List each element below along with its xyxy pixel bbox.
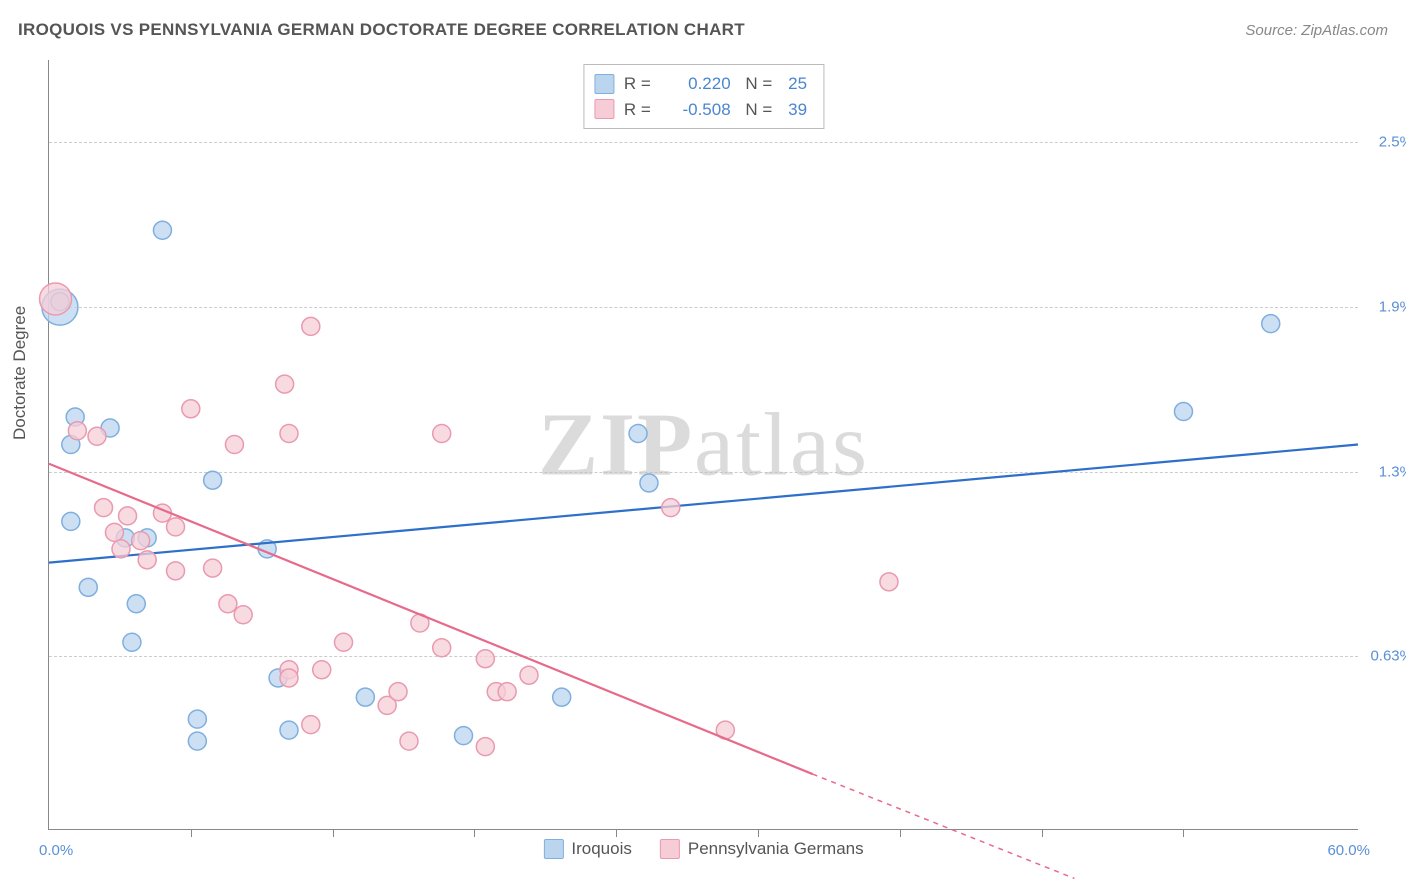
trend-line — [49, 464, 813, 774]
x-tick — [191, 829, 192, 837]
r-label: R = — [624, 97, 656, 123]
scatter-point — [629, 425, 647, 443]
y-tick-label: 1.9% — [1379, 299, 1406, 316]
scatter-point — [112, 540, 130, 558]
x-tick — [616, 829, 617, 837]
scatter-point — [280, 425, 298, 443]
x-tick — [333, 829, 334, 837]
scatter-point — [476, 650, 494, 668]
scatter-point — [640, 474, 658, 492]
scatter-point — [280, 669, 298, 687]
y-axis-label: Doctorate Degree — [10, 306, 30, 440]
scatter-point — [553, 688, 571, 706]
r-value-pagerman: -0.508 — [661, 97, 731, 123]
scatter-point — [455, 727, 473, 745]
scatter-point — [225, 436, 243, 454]
scatter-point — [79, 578, 97, 596]
scatter-point — [204, 559, 222, 577]
r-value-iroquois: 0.220 — [661, 71, 731, 97]
swatch-pagerman-icon — [660, 839, 680, 859]
swatch-iroquois-icon — [543, 839, 563, 859]
x-tick — [758, 829, 759, 837]
scatter-point — [662, 499, 680, 517]
scatter-point — [1262, 315, 1280, 333]
n-value-iroquois: 25 — [777, 71, 807, 97]
scatter-point — [153, 221, 171, 239]
legend-stats: R = 0.220 N = 25 R = -0.508 N = 39 — [583, 64, 824, 129]
scatter-point — [95, 499, 113, 517]
scatter-point — [400, 732, 418, 750]
plot-area: ZIPatlas R = 0.220 N = 25 R = -0.508 N =… — [48, 60, 1358, 830]
scatter-point — [302, 716, 320, 734]
scatter-point — [234, 606, 252, 624]
scatter-point — [280, 721, 298, 739]
chart-title: IROQUOIS VS PENNSYLVANIA GERMAN DOCTORAT… — [18, 20, 745, 40]
legend-item-pagerman: Pennsylvania Germans — [660, 839, 864, 859]
source-attribution: Source: ZipAtlas.com — [1245, 22, 1388, 39]
trend-line-dashed — [813, 774, 1075, 878]
scatter-point — [127, 595, 145, 613]
n-label: N = — [745, 97, 772, 123]
scatter-point — [476, 738, 494, 756]
scatter-point — [276, 375, 294, 393]
scatter-point — [62, 512, 80, 530]
x-tick — [900, 829, 901, 837]
legend-item-iroquois: Iroquois — [543, 839, 631, 859]
r-label: R = — [624, 71, 656, 97]
trend-line — [49, 445, 1358, 563]
scatter-point — [188, 732, 206, 750]
scatter-point — [138, 551, 156, 569]
scatter-point — [119, 507, 137, 525]
scatter-point — [335, 633, 353, 651]
y-tick-label: 2.5% — [1379, 134, 1406, 151]
scatter-point — [188, 710, 206, 728]
scatter-point — [219, 595, 237, 613]
x-tick — [1183, 829, 1184, 837]
x-axis-min-label: 0.0% — [39, 842, 73, 859]
x-axis-max-label: 60.0% — [1327, 842, 1370, 859]
scatter-point — [356, 688, 374, 706]
scatter-point — [880, 573, 898, 591]
x-tick — [474, 829, 475, 837]
scatter-point — [433, 639, 451, 657]
scatter-point — [132, 532, 150, 550]
scatter-point — [389, 683, 407, 701]
scatter-point — [167, 562, 185, 580]
swatch-pagerman — [594, 99, 614, 119]
legend-label-iroquois: Iroquois — [571, 839, 631, 859]
y-tick-label: 1.3% — [1379, 463, 1406, 480]
legend-row-pagerman: R = -0.508 N = 39 — [594, 97, 807, 123]
scatter-point — [68, 422, 86, 440]
n-label: N = — [745, 71, 772, 97]
scatter-point — [123, 633, 141, 651]
scatter-point — [88, 427, 106, 445]
source-link[interactable]: ZipAtlas.com — [1301, 22, 1388, 39]
scatter-point — [433, 425, 451, 443]
scatter-point — [40, 283, 72, 315]
swatch-iroquois — [594, 74, 614, 94]
scatter-point — [204, 471, 222, 489]
scatter-point — [167, 518, 185, 536]
x-tick — [1042, 829, 1043, 837]
source-prefix: Source: — [1245, 22, 1301, 39]
legend-series: Iroquois Pennsylvania Germans — [543, 839, 863, 859]
y-tick-label: 0.63% — [1370, 647, 1406, 664]
scatter-point — [520, 666, 538, 684]
scatter-point — [182, 400, 200, 418]
n-value-pagerman: 39 — [777, 97, 807, 123]
legend-row-iroquois: R = 0.220 N = 25 — [594, 71, 807, 97]
scatter-point — [1174, 403, 1192, 421]
scatter-point — [313, 661, 331, 679]
scatter-point — [105, 523, 123, 541]
scatter-svg — [49, 60, 1358, 829]
scatter-point — [302, 317, 320, 335]
legend-label-pagerman: Pennsylvania Germans — [688, 839, 864, 859]
scatter-point — [498, 683, 516, 701]
